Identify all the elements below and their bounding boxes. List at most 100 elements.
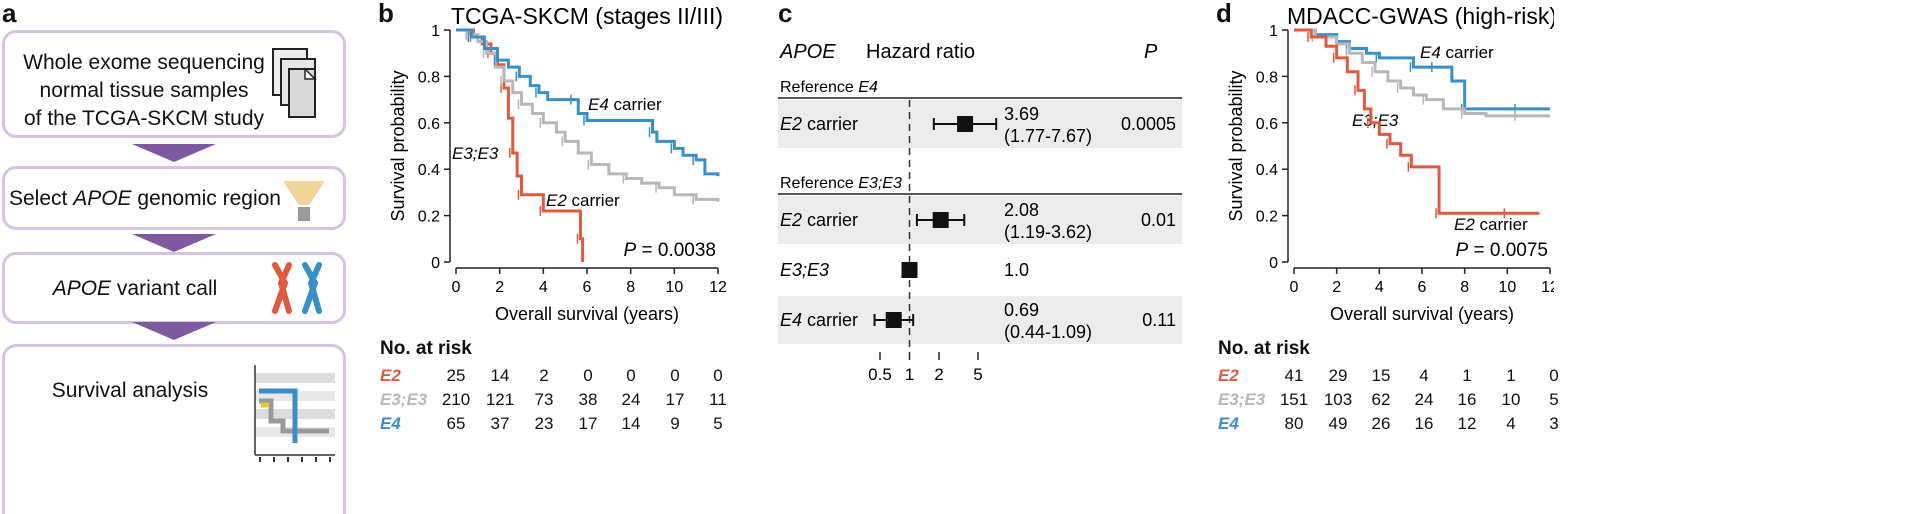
step-variant-box: APOE variant call (2, 252, 346, 324)
km-curve-e3-e3 (456, 28, 720, 202)
chart-title: MDACC-GWAS (high-risk) (1287, 3, 1554, 29)
risk-cell: 23 (534, 414, 554, 433)
y-tick-label: 0.6 (1256, 116, 1278, 133)
x-tick-label: 12 (709, 279, 727, 296)
forest-header-p: P (1144, 41, 1158, 63)
step-variant-text: APOE variant call (5, 275, 265, 303)
y-tick-label: 0.8 (418, 69, 440, 86)
y-tick-label: 0.6 (418, 116, 440, 133)
risk-cell: 1 (1462, 366, 1472, 385)
document-stack-icon (272, 48, 317, 118)
chromosome-icon (272, 262, 322, 314)
step-wes-line-1: Whole exome sequencing (23, 51, 265, 74)
risk-cell: 29 (1328, 366, 1348, 385)
y-tick-label: 0 (1269, 255, 1278, 272)
km-plot-icon (254, 365, 335, 462)
risk-cell: 16 (1457, 390, 1477, 409)
risk-row-label: E2 (1218, 366, 1239, 385)
curve-label: E3;E3 (452, 144, 499, 163)
x-tick-label: 2 (495, 279, 504, 296)
step-select-box: Select APOE genomic region (2, 166, 346, 230)
risk-cell: 1 (1506, 366, 1516, 385)
step-select-text: Select APOE genomic region (5, 185, 285, 213)
step-wes-text: Whole exome sequencing normal tissue sam… (19, 49, 269, 133)
risk-cell: 37 (490, 414, 510, 433)
funnel-icon (283, 181, 325, 221)
hr-ci: (1.77-7.67) (1004, 126, 1092, 146)
risk-cell: 62 (1371, 390, 1391, 409)
flow-arrow-1 (132, 144, 216, 162)
risk-cell: 0 (626, 366, 636, 385)
x-tick-label: 0 (1290, 279, 1299, 296)
hr-ci: (1.19-3.62) (1004, 222, 1092, 242)
hr-point (901, 262, 918, 278)
x-axis-label: Overall survival (years) (1330, 304, 1514, 324)
forest-x-tick-label: 2 (934, 365, 943, 384)
risk-cell: 2 (539, 366, 549, 385)
y-tick-label: 0 (431, 255, 440, 272)
curve-label: E2 carrier (546, 191, 620, 210)
p-value: 0.11 (1142, 310, 1176, 330)
x-tick-label: 8 (1460, 279, 1469, 296)
km-curve-e3-e3 (1294, 28, 1550, 118)
panel-letter-d: d (1216, 0, 1232, 28)
step-variant-gene: APOE (52, 277, 112, 300)
panel-letter-c: c (778, 0, 793, 28)
risk-cell: 38 (578, 390, 598, 409)
panel-letter-a: a (2, 0, 17, 28)
risk-cell: 12 (1457, 414, 1477, 433)
step-select-post: genomic region (131, 187, 281, 210)
flow-arrow-2 (132, 234, 216, 252)
forest-header-gene: APOE (779, 41, 836, 63)
step-survival-text: Survival analysis (51, 379, 209, 402)
x-tick-label: 4 (1375, 279, 1384, 296)
risk-cell: 103 (1323, 390, 1353, 409)
x-tick-label: 6 (583, 279, 592, 296)
curve-label: E4 carrier (1420, 43, 1494, 62)
step-variant-post: variant call (111, 277, 218, 300)
hr-point (957, 116, 974, 132)
hr-value: 1.0 (1004, 260, 1029, 280)
step-select-gene: APOE (73, 187, 132, 210)
p-value: 0.01 (1141, 210, 1176, 230)
p-value-annotation: P = 0.0075 (1456, 240, 1548, 261)
p-value-annotation: P = 0.0038 (624, 240, 716, 261)
forest-row-band (778, 196, 1182, 244)
risk-row-label: E4 (1218, 414, 1239, 433)
risk-cell: 17 (665, 390, 685, 409)
risk-cell: 151 (1279, 390, 1309, 409)
risk-cell: 3 (1549, 414, 1559, 433)
reference-e4-label: Reference E4 (780, 79, 878, 96)
curve-label: E2 carrier (1454, 215, 1528, 234)
x-axis-label: Overall survival (years) (495, 304, 679, 324)
risk-cell: 0 (583, 366, 593, 385)
x-tick-label: 10 (1498, 279, 1516, 296)
forest-x-tick-label: 1 (905, 365, 914, 384)
risk-cell: 210 (441, 390, 471, 409)
y-tick-label: 0.2 (1256, 209, 1278, 226)
risk-cell: 17 (578, 414, 598, 433)
hr-point (885, 312, 902, 328)
y-tick-label: 1 (1269, 23, 1278, 40)
y-axis-label: Survival probability (1226, 70, 1246, 221)
risk-table-title-b: No. at risk (380, 338, 472, 359)
x-tick-label: 8 (626, 279, 635, 296)
risk-table-d: E2 41 29 15 4 1 1 0 E3;E3 151 103 62 24 16 10 5 E4 80 49 26… (1218, 366, 1559, 514)
risk-cell: 4 (1419, 366, 1429, 385)
risk-row-label: E3;E3 (1218, 390, 1266, 409)
step-wes-box: Whole exome sequencing normal tissue sam… (2, 30, 346, 138)
risk-cell: 121 (485, 390, 515, 409)
risk-row-label: E4 (380, 414, 401, 433)
km-curve-e4 (456, 28, 720, 177)
reference-e3-label: Reference E3;E3 (780, 175, 902, 192)
risk-cell: 24 (621, 390, 641, 409)
risk-cell: 65 (446, 414, 466, 433)
y-tick-label: 0.8 (1256, 69, 1278, 86)
risk-cell: 73 (534, 390, 554, 409)
curve-label: E4 carrier (588, 95, 662, 114)
forest-row-band (778, 296, 1182, 344)
km-curve-e2 (1294, 28, 1540, 215)
curve-label: E3;E3 (1352, 111, 1399, 130)
step-wes-line-3: of the TCGA-SKCM study (23, 107, 265, 130)
risk-cell: 10 (1501, 390, 1521, 409)
